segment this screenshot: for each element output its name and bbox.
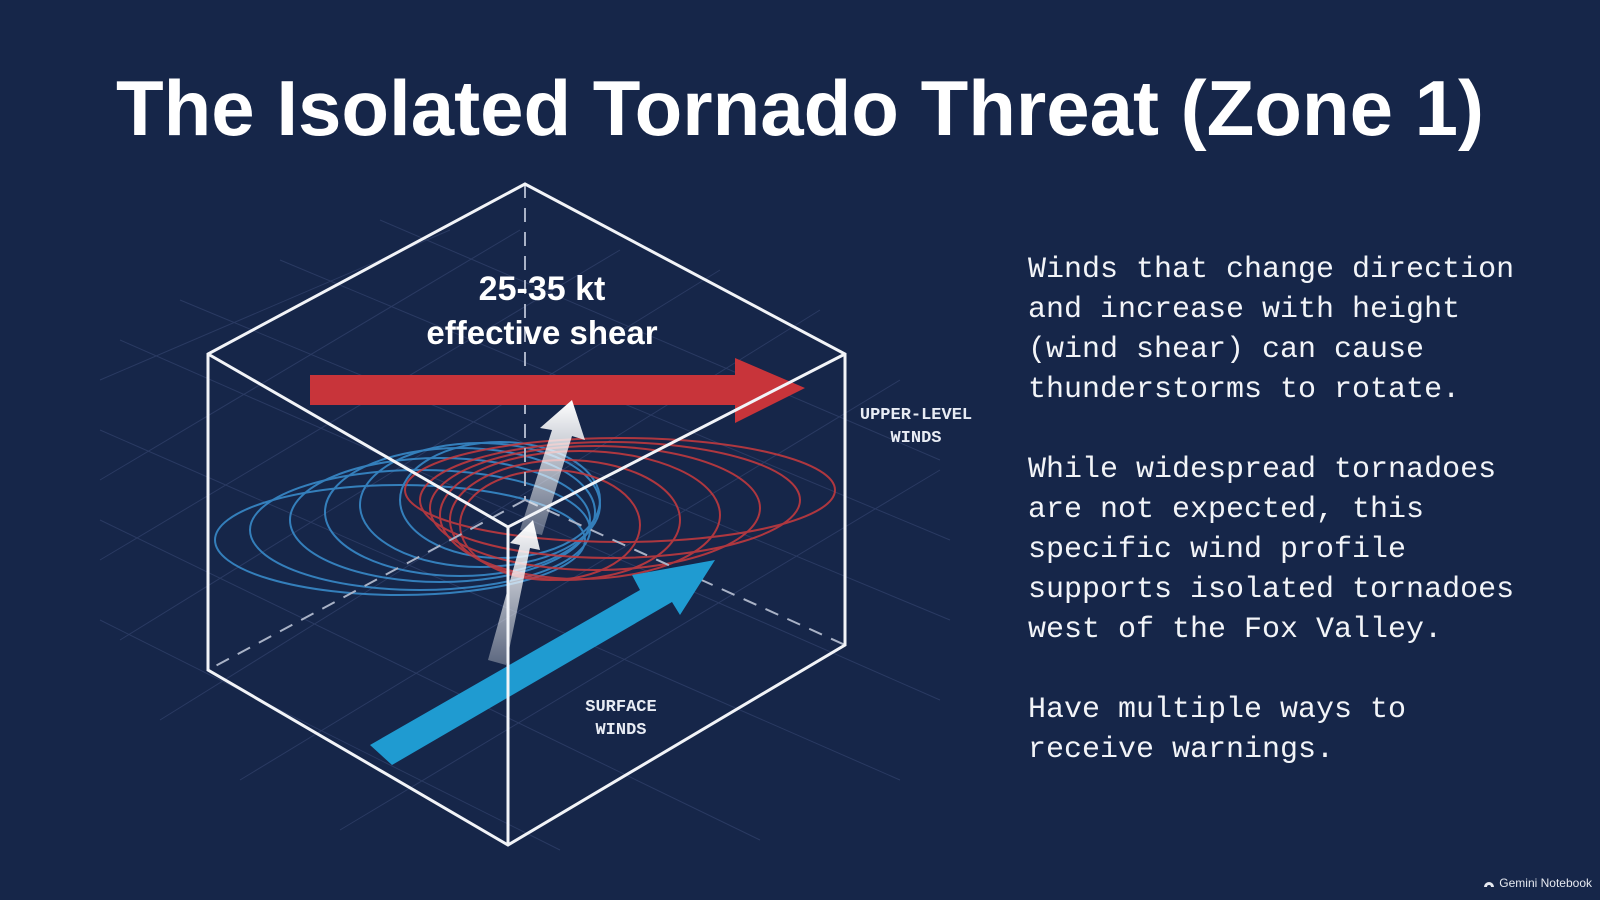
upper-wind-arrow: [310, 358, 805, 423]
title: The Isolated Tornado Threat (Zone 1): [116, 64, 1484, 152]
surface-wind-arrow: [370, 560, 715, 765]
footer-icon: [1484, 882, 1495, 887]
footer: Gemini Notebook: [1483, 876, 1592, 890]
paragraph: While widespread tornadoes are not expec…: [1028, 453, 1515, 647]
updraft-arrow-lower: [488, 520, 540, 665]
surface-label: WINDS: [595, 721, 646, 740]
shear-label: effective shear: [426, 314, 657, 351]
upper-label: WINDS: [890, 429, 941, 448]
shear-value: 25-35 kt: [479, 270, 606, 308]
cube-back-edges: [207, 184, 846, 671]
explanation: Winds that change direction and increase…: [1028, 250, 1532, 810]
shear-diagram: 25-35 kt effective shear UPPER-LEVEL WIN…: [99, 182, 972, 851]
cube-edges: [206, 182, 847, 847]
paragraph: Have multiple ways to receive warnings.: [1028, 693, 1407, 767]
paragraph: Winds that change direction and increase…: [1028, 253, 1515, 407]
upper-label: UPPER-LEVEL: [860, 406, 972, 425]
surface-label: SURFACE: [585, 698, 656, 717]
rotation-swirls: [214, 437, 836, 596]
updraft-arrow-upper: [520, 400, 585, 535]
footer-text: Gemini Notebook: [1499, 876, 1592, 890]
